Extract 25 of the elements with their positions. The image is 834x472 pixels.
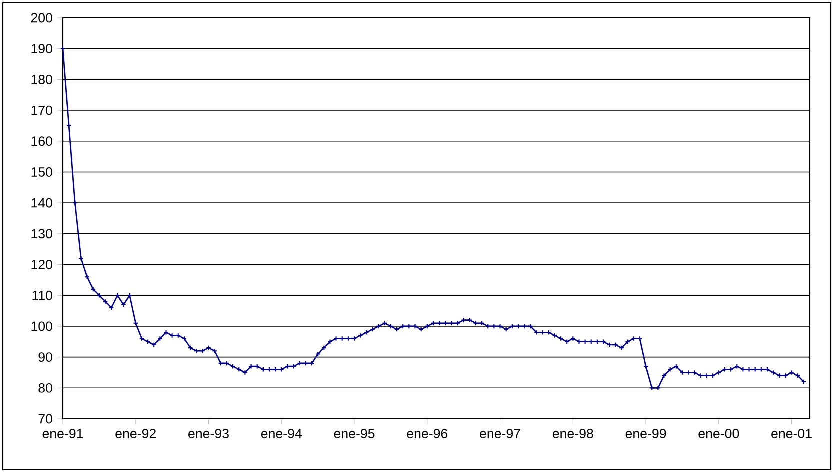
- y-tick-label: 140: [32, 198, 52, 208]
- y-tick-label: 110: [32, 290, 52, 300]
- y-tick-label: 100: [32, 322, 52, 332]
- x-tick-label: ene-98: [552, 429, 594, 438]
- y-tick-label: 200: [31, 13, 52, 23]
- x-tick-label: ene-01: [772, 429, 812, 438]
- x-tick-label: ene-00: [698, 429, 740, 438]
- x-tick-label: ene-94: [261, 429, 302, 438]
- x-tick-label: ene-97: [480, 429, 520, 438]
- x-tick-label: ene-91: [42, 429, 84, 438]
- y-tick-label: 130: [32, 229, 52, 239]
- y-tick-label: 120: [32, 260, 52, 270]
- x-tick-label: ene-99: [626, 429, 666, 438]
- y-tick-label: 70: [38, 414, 52, 424]
- x-tick-label: ene-95: [334, 429, 375, 438]
- x-tick-label: ene-96: [407, 429, 448, 438]
- y-tick-label: 160: [32, 136, 52, 146]
- y-tick-label: 180: [32, 74, 52, 84]
- y-tick-label: 80: [38, 383, 52, 393]
- x-tick-label: ene-93: [188, 429, 229, 438]
- x-tick-label: ene-92: [116, 429, 156, 438]
- y-tick-label: 190: [32, 44, 52, 54]
- y-tick-label: 150: [32, 168, 52, 177]
- y-tick-label: 90: [38, 352, 52, 362]
- y-tick-label: 170: [32, 106, 52, 116]
